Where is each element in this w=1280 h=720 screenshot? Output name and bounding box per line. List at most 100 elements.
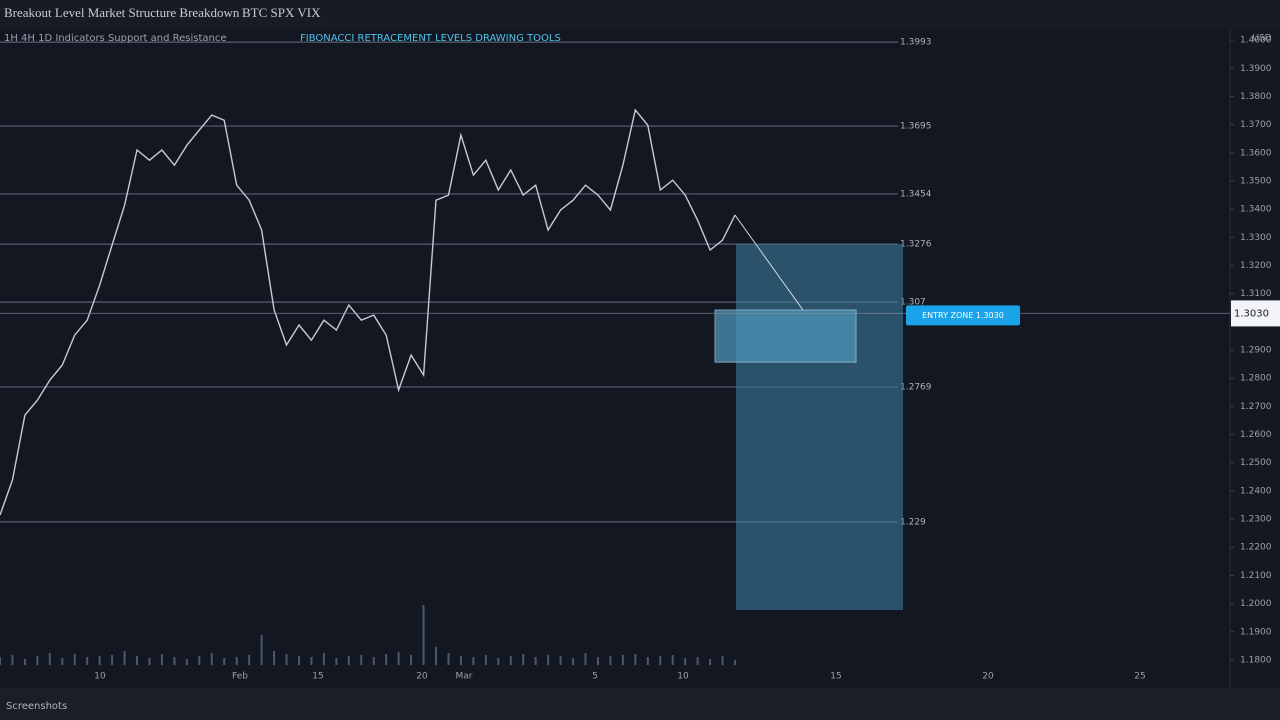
volume-bar — [123, 651, 126, 665]
volume-bar — [646, 657, 649, 665]
entry-zone — [714, 309, 857, 363]
volume-bar — [322, 653, 325, 665]
volume-bar — [372, 657, 375, 665]
y-tick-label: 1.2000 — [1240, 599, 1272, 609]
volume-bar — [285, 654, 288, 665]
last-price-label: 1.3030 — [1234, 308, 1269, 319]
entry-tag — [906, 305, 1020, 326]
y-tick-label: 1.3900 — [1240, 64, 1272, 74]
volume-bar — [148, 658, 151, 665]
volume-bar — [522, 654, 525, 665]
y-tick-label: 1.2900 — [1240, 346, 1272, 356]
volume-bar — [235, 657, 238, 665]
y-tick-label: 1.2100 — [1240, 571, 1272, 581]
y-tick-label: 1.3500 — [1240, 177, 1272, 187]
target-zone — [736, 244, 903, 611]
y-tick-label: 1.1800 — [1240, 655, 1272, 665]
volume-bar — [447, 653, 450, 665]
volume-bar — [86, 657, 89, 665]
x-tick-label: 5 — [592, 672, 598, 682]
bottom-bar — [0, 688, 1280, 720]
volume-bar — [385, 654, 388, 665]
price-line — [0, 108, 736, 516]
subtitle-accent: FIBONACCI RETRACEMENT LEVELS DRAWING TOO… — [300, 33, 561, 44]
x-tick-label: 15 — [830, 672, 841, 682]
y-tick-label: 1.3200 — [1240, 261, 1272, 271]
subtitle: 1H 4H 1D Indicators Support and Resistan… — [4, 33, 227, 44]
volume-bar — [23, 659, 26, 665]
volume-bar — [696, 657, 699, 665]
volume-bar — [61, 658, 64, 665]
x-tick-label: 20 — [982, 672, 994, 682]
top-bar — [0, 0, 1280, 28]
volume-bar — [435, 647, 438, 665]
price-axis — [1230, 28, 1280, 688]
volume-bar — [185, 659, 188, 665]
volume-bar — [248, 655, 251, 665]
volume-bar — [335, 658, 338, 665]
volume-bar — [422, 605, 425, 665]
volume-bar — [621, 655, 624, 665]
level-label: 1.3276 — [900, 240, 932, 250]
currency: USD — [1252, 34, 1271, 44]
y-tick-label: 1.2700 — [1240, 402, 1272, 412]
y-tick-label: 1.3600 — [1240, 148, 1272, 158]
volume-bar — [98, 656, 101, 665]
volume-bar — [73, 654, 76, 665]
level-label: 1.307 — [900, 298, 926, 308]
footer-button[interactable]: Screenshots — [6, 701, 67, 712]
x-tick-label: 10 — [94, 672, 106, 682]
volume-bar — [709, 659, 712, 665]
volume-bar — [48, 653, 51, 665]
volume-bar — [160, 654, 163, 665]
volume-bar — [111, 655, 114, 665]
volume-bar — [198, 656, 201, 665]
volume-bar — [459, 656, 462, 665]
y-tick-label: 1.3700 — [1240, 120, 1272, 130]
y-tick-label: 1.2500 — [1240, 458, 1272, 468]
x-tick-label: 10 — [677, 672, 689, 682]
symbols[interactable]: BTC SPX VIX — [242, 5, 321, 20]
y-tick-label: 1.3100 — [1240, 289, 1272, 299]
volume-bar — [572, 658, 575, 665]
level-label: 1.3454 — [900, 189, 932, 199]
volume-bar — [11, 655, 14, 665]
volume-bar — [410, 655, 413, 665]
volume-bar — [136, 656, 139, 665]
volume-bar — [360, 655, 363, 665]
volume-bar — [472, 657, 475, 665]
chart-title: Breakout Level Market Structure Breakdow… — [4, 5, 240, 20]
y-tick-label: 1.2800 — [1240, 374, 1272, 384]
volume-bar — [173, 657, 176, 665]
volume-bar — [210, 653, 213, 665]
volume-bar — [609, 656, 612, 665]
x-tick-label: Feb — [232, 672, 248, 682]
volume-bar — [509, 656, 512, 665]
last-price-box — [1231, 300, 1280, 327]
volume-bar — [273, 651, 276, 665]
volume-bar — [584, 653, 587, 665]
volume-bar — [297, 656, 300, 665]
volume-bar — [310, 657, 313, 665]
volume-bar — [497, 658, 500, 665]
y-tick-label: 1.2400 — [1240, 486, 1272, 496]
volume-bar — [347, 656, 350, 665]
volume-bar — [684, 658, 687, 665]
volume-bar — [596, 657, 599, 665]
y-tick-label: 1.4000 — [1240, 36, 1272, 46]
y-tick-label: 1.2200 — [1240, 543, 1272, 553]
y-tick-label: 1.1900 — [1240, 627, 1272, 637]
y-tick-label: 1.3400 — [1240, 205, 1272, 215]
y-tick-label: 1.2300 — [1240, 515, 1272, 525]
volume-bar — [659, 656, 662, 665]
y-tick-label: 1.2600 — [1240, 430, 1272, 440]
volume-bar — [36, 656, 39, 665]
level-label: 1.3993 — [900, 38, 932, 48]
volume-bar — [260, 635, 263, 665]
volume-bar — [484, 655, 487, 665]
volume-bar — [721, 656, 724, 665]
volume-bar — [559, 656, 562, 665]
volume-bar — [634, 654, 637, 665]
